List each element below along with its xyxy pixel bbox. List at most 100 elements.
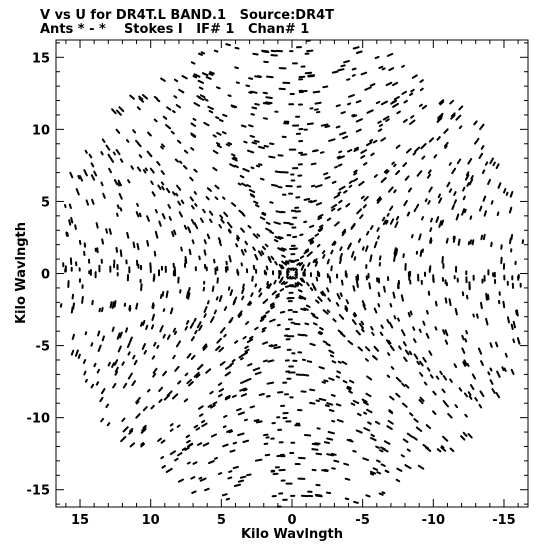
uv-point (460, 435, 466, 441)
uv-point (243, 248, 247, 253)
uv-point (193, 168, 198, 173)
uv-point (469, 215, 473, 220)
uv-point (203, 98, 209, 102)
uv-point (406, 432, 414, 439)
uv-point (235, 81, 240, 84)
uv-point (449, 99, 455, 105)
uv-point (208, 188, 212, 192)
uv-point (236, 407, 242, 412)
uv-point (322, 250, 326, 255)
uv-point (245, 84, 250, 88)
uv-point (209, 218, 213, 223)
uv-point (265, 227, 272, 233)
uv-point (317, 216, 323, 221)
uv-point (357, 346, 363, 352)
uv-point (373, 241, 378, 249)
uv-point (100, 417, 105, 423)
uv-point (135, 400, 140, 405)
uv-point (101, 307, 104, 313)
uv-point (353, 256, 357, 261)
uv-point (329, 350, 335, 354)
uv-point (248, 91, 253, 94)
axis-ticks (56, 40, 528, 507)
uv-point (383, 440, 391, 445)
uv-point (117, 179, 122, 187)
uv-point (305, 304, 311, 308)
uv-point (437, 115, 443, 121)
uv-point (370, 437, 377, 442)
uv-point (159, 293, 163, 299)
uv-point (126, 139, 130, 143)
uv-point (202, 345, 208, 351)
uv-point (482, 233, 486, 241)
uv-point (353, 500, 359, 504)
uv-point (496, 370, 501, 378)
uv-point (331, 360, 337, 364)
uv-point (226, 429, 233, 433)
uv-point (262, 102, 271, 105)
uv-point (161, 465, 166, 469)
uv-point (361, 398, 368, 403)
uv-point (404, 464, 412, 470)
uv-point (227, 476, 233, 480)
uv-point (249, 405, 255, 409)
uv-point (111, 301, 115, 309)
uv-point (372, 467, 379, 471)
uv-point (309, 401, 316, 405)
uv-point (263, 144, 269, 148)
plot-frame (55, 39, 529, 508)
uv-point (471, 239, 475, 246)
uv-point (423, 381, 428, 386)
uv-point (75, 188, 80, 196)
uv-point (177, 380, 182, 385)
uv-point (309, 239, 314, 244)
uv-point (244, 240, 248, 246)
uv-point (83, 370, 87, 376)
uv-point (119, 249, 123, 257)
uv-point (183, 165, 188, 170)
uv-point (316, 243, 321, 248)
uv-point (347, 149, 353, 153)
uv-point (303, 268, 306, 273)
uv-point (169, 307, 174, 315)
uv-point (360, 155, 366, 159)
uv-point (401, 90, 407, 95)
uv-point (248, 189, 256, 194)
uv-point (192, 461, 198, 465)
chart-subtitle: Ants * - * Stokes I IF# 1 Chan# 1 (40, 22, 310, 37)
uv-point (402, 341, 407, 347)
uv-point (261, 211, 267, 216)
uv-point (165, 187, 171, 194)
uv-point (515, 309, 519, 317)
uv-point (210, 433, 217, 438)
uv-point (202, 343, 208, 349)
uv-point (275, 293, 280, 297)
uv-point (84, 378, 88, 383)
uv-point (162, 333, 166, 339)
uv-point (189, 196, 194, 202)
y-tick-label: 0 (41, 268, 50, 283)
uv-point (270, 303, 275, 308)
uv-point (266, 381, 275, 385)
uv-point (191, 204, 195, 210)
uv-point (193, 317, 197, 323)
uv-point (369, 254, 373, 263)
uv-point (222, 425, 227, 429)
uv-point (173, 229, 177, 236)
uv-point (140, 321, 144, 327)
uv-point (176, 184, 182, 191)
uv-point (306, 49, 314, 53)
uv-point (190, 61, 196, 65)
uv-point (386, 425, 393, 430)
uv-point (261, 326, 267, 331)
uv-point (165, 467, 173, 473)
uv-point (443, 128, 449, 134)
uv-point (315, 494, 323, 498)
uv-point (381, 177, 387, 183)
uv-point (337, 329, 343, 335)
uv-point (428, 186, 433, 193)
uv-point (180, 199, 185, 205)
uv-point (330, 207, 336, 212)
uv-point (216, 142, 221, 146)
uv-point (160, 170, 165, 175)
